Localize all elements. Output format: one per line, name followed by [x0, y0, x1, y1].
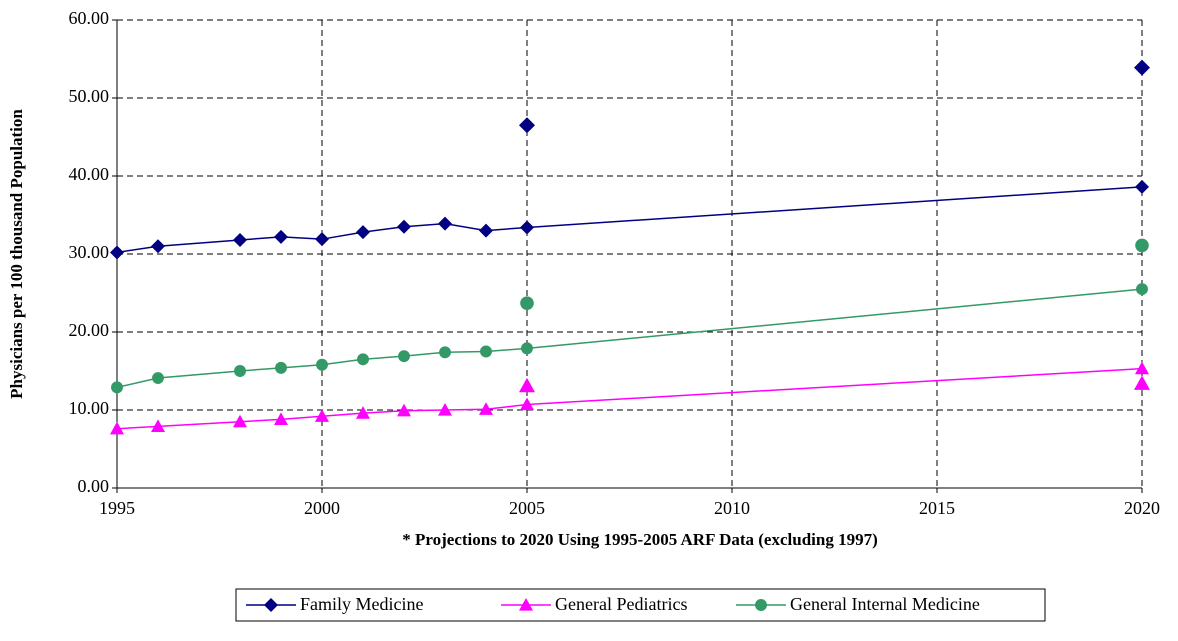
data-point — [110, 421, 124, 435]
data-point — [397, 219, 411, 234]
legend-marker — [519, 598, 533, 611]
data-point — [479, 402, 493, 415]
y-tick-label: 50.00 — [69, 86, 110, 106]
data-point — [356, 406, 370, 419]
series-line — [116, 186, 1143, 254]
y-tick-label: 0.00 — [78, 476, 110, 496]
data-point — [315, 409, 329, 422]
x-tick-label: 1995 — [99, 498, 135, 518]
data-point — [110, 245, 124, 260]
data-point — [316, 358, 328, 371]
data-point — [274, 229, 288, 244]
data-point — [521, 342, 533, 355]
data-point — [152, 372, 164, 384]
x-tick-label: 2020 — [1124, 498, 1160, 518]
y-tick-label: 60.00 — [69, 8, 110, 28]
y-tick-label: 40.00 — [69, 164, 110, 184]
data-point — [479, 223, 493, 238]
y-axis-label: Physicians per 100 thousand Population — [7, 109, 26, 399]
projection-point — [520, 296, 534, 310]
data-point — [438, 216, 452, 231]
y-tick-label: 20.00 — [69, 320, 110, 340]
legend-marker — [264, 598, 278, 612]
data-point — [480, 345, 492, 358]
data-point — [274, 412, 288, 425]
x-tick-label: 2000 — [304, 498, 340, 518]
data-point — [1135, 179, 1149, 194]
projection-point — [1134, 59, 1150, 76]
data-point — [234, 365, 246, 377]
data-point — [438, 403, 452, 416]
y-tick-label: 30.00 — [69, 242, 110, 262]
data-point — [520, 220, 534, 235]
x-tick-label: 2010 — [714, 498, 750, 518]
x-axis-label: * Projections to 2020 Using 1995-2005 AR… — [402, 530, 878, 549]
x-tick-label: 2015 — [919, 498, 955, 518]
data-point — [439, 346, 451, 359]
legend-marker — [755, 599, 767, 611]
data-point — [397, 403, 411, 417]
data-point — [151, 239, 165, 254]
data-point — [151, 419, 165, 432]
projection-point — [519, 117, 535, 134]
data-point — [1135, 361, 1149, 375]
data-point — [233, 414, 247, 428]
data-point — [520, 397, 534, 411]
x-tick-label: 2005 — [509, 498, 545, 518]
data-point — [315, 232, 329, 247]
data-point — [111, 381, 123, 394]
y-tick-label: 10.00 — [69, 398, 110, 418]
legend-label: General Pediatrics — [555, 594, 687, 614]
legend-box — [235, 588, 1046, 622]
data-point — [1136, 283, 1148, 296]
projection-point — [1135, 238, 1149, 253]
legend-label: General Internal Medicine — [790, 594, 980, 614]
data-point — [398, 350, 410, 363]
data-point — [356, 225, 370, 240]
projection-point — [519, 377, 535, 393]
series-line — [116, 367, 1143, 430]
series-line — [116, 288, 1143, 389]
data-point — [357, 353, 369, 366]
data-point — [233, 232, 247, 247]
data-point — [275, 361, 287, 374]
legend-label: Family Medicine — [300, 594, 423, 614]
projection-point — [1134, 375, 1150, 390]
